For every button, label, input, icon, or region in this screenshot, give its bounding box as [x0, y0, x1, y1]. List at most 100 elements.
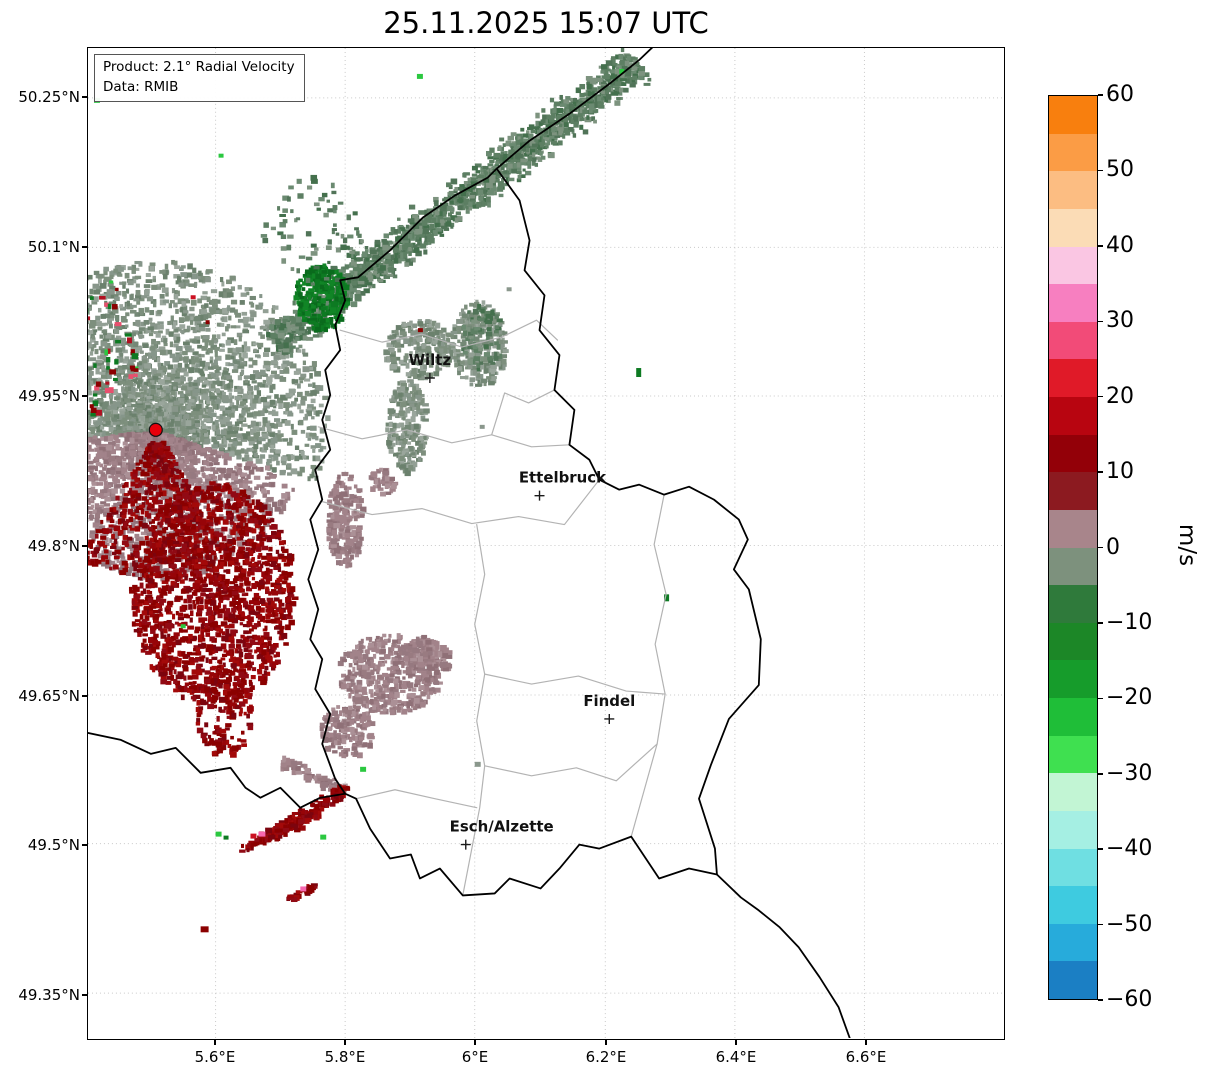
x-tick-label: 5.6°E	[194, 1048, 236, 1066]
y-tick-label: 49.95°N	[18, 387, 80, 405]
x-tick-mark	[865, 1040, 867, 1045]
colorbar-segment	[1049, 735, 1097, 774]
colorbar-segment	[1049, 660, 1097, 698]
colorbar-tick-mark	[1098, 546, 1103, 549]
colorbar-segment	[1049, 509, 1097, 548]
product-info-line1: Product: 2.1° Radial Velocity	[103, 59, 295, 75]
y-tick-mark	[82, 395, 87, 397]
colorbar-segment	[1049, 472, 1097, 510]
colorbar-tick-label: −50	[1106, 911, 1153, 937]
y-tick-mark	[82, 96, 87, 98]
colorbar-segments	[1049, 96, 1097, 999]
colorbar-segment	[1049, 886, 1097, 924]
y-tick-mark	[82, 994, 87, 996]
colorbar-segment	[1049, 208, 1097, 247]
colorbar-tick-mark	[1098, 320, 1103, 322]
x-tick-label: 6.4°E	[715, 1048, 757, 1066]
colorbar-segment	[1049, 246, 1097, 285]
colorbar-tick-mark	[1098, 848, 1103, 850]
city-label: Wiltz	[409, 351, 452, 369]
colorbar-segment	[1049, 359, 1097, 397]
colorbar-segment	[1049, 96, 1097, 134]
y-tick-mark	[82, 246, 87, 248]
colorbar-tick-mark	[1098, 94, 1103, 96]
radar-site-marker	[148, 422, 163, 437]
product-info-line2: Data: RMIB	[103, 78, 179, 95]
y-tick-label: 49.8°N	[27, 537, 80, 555]
colorbar-unit-label: m/s	[1174, 523, 1200, 567]
city-annotations: Wiltz Ettelbruck Findel Esch/Alzette	[409, 351, 635, 850]
colorbar-segment	[1049, 810, 1097, 849]
colorbar-tick-label: 60	[1106, 82, 1134, 107]
colorbar-tick-mark	[1098, 773, 1103, 775]
colorbar-segment	[1049, 848, 1097, 887]
colorbar-segment	[1049, 397, 1097, 435]
colorbar-tick-label: −20	[1106, 685, 1153, 711]
colorbar-tick-label: −10	[1106, 609, 1153, 635]
x-tick-label: 5.8°E	[324, 1048, 366, 1066]
colorbar-tick-label: 50	[1106, 157, 1134, 183]
colorbar-segment	[1049, 698, 1097, 736]
y-tick-label: 50.25°N	[18, 88, 80, 106]
colorbar-segment	[1049, 321, 1097, 360]
radar-site-layer	[148, 422, 163, 437]
colorbar	[1048, 95, 1098, 1000]
colorbar-tick-mark	[1098, 395, 1103, 398]
y-tick-mark	[82, 695, 87, 697]
x-tick-mark	[474, 1040, 476, 1045]
city-label: Findel	[583, 692, 635, 710]
colorbar-segment	[1049, 585, 1097, 623]
x-tick-label: 6.6°E	[845, 1048, 887, 1066]
x-tick-label: 6°E	[461, 1048, 489, 1066]
colorbar-tick-mark	[1098, 169, 1103, 172]
colorbar-segment	[1049, 133, 1097, 172]
colorbar-segment	[1049, 171, 1097, 209]
colorbar-segment	[1049, 923, 1097, 962]
colorbar-segment	[1049, 434, 1097, 473]
colorbar-segment	[1049, 773, 1097, 811]
x-tick-mark	[344, 1040, 346, 1045]
colorbar-tick-mark	[1098, 923, 1103, 926]
colorbar-tick-label: 40	[1106, 232, 1134, 258]
colorbar-tick-label: −30	[1106, 760, 1153, 786]
colorbar-tick-label: 20	[1106, 383, 1134, 409]
district-borders	[317, 319, 667, 897]
x-tick-mark	[605, 1040, 607, 1045]
map-canvas: Wiltz Ettelbruck Findel Esch/Alzette	[88, 48, 1003, 1038]
y-tick-label: 50.1°N	[27, 238, 80, 256]
colorbar-tick-label: 30	[1106, 308, 1134, 334]
colorbar-tick-label: −60	[1106, 987, 1153, 1012]
city-marker	[604, 713, 615, 724]
plot-area: Wiltz Ettelbruck Findel Esch/Alzette	[87, 47, 1005, 1040]
colorbar-tick-label: 10	[1106, 459, 1134, 485]
colorbar-segment	[1049, 961, 1097, 999]
country-borders	[88, 48, 851, 1038]
colorbar-tick-mark	[1098, 999, 1103, 1001]
y-tick-label: 49.35°N	[18, 986, 80, 1004]
y-tick-mark	[82, 844, 87, 846]
radar-echo-layer	[88, 48, 670, 933]
colorbar-segment	[1049, 622, 1097, 661]
colorbar-segment	[1049, 284, 1097, 322]
y-tick-label: 49.65°N	[18, 687, 80, 705]
colorbar-tick-mark	[1098, 697, 1103, 700]
colorbar-tick-label: −40	[1106, 836, 1153, 862]
x-tick-label: 6.2°E	[585, 1048, 627, 1066]
map-title: 25.11.2025 15:07 UTC	[383, 6, 709, 40]
city-marker	[424, 373, 435, 383]
colorbar-tick-mark	[1098, 245, 1103, 247]
city-marker	[534, 490, 545, 501]
x-tick-mark	[214, 1040, 216, 1045]
x-tick-mark	[735, 1040, 737, 1045]
y-tick-label: 49.5°N	[27, 836, 80, 854]
product-info-box: Product: 2.1° Radial Velocity Data: RMIB	[94, 54, 305, 103]
city-label: Esch/Alzette	[450, 818, 554, 836]
city-label: Ettelbruck	[519, 469, 607, 487]
y-tick-mark	[82, 545, 87, 547]
colorbar-tick-mark	[1098, 471, 1103, 473]
colorbar-tick-label: 0	[1106, 534, 1120, 560]
colorbar-segment	[1049, 547, 1097, 586]
colorbar-tick-mark	[1098, 622, 1103, 624]
city-marker	[460, 839, 471, 850]
